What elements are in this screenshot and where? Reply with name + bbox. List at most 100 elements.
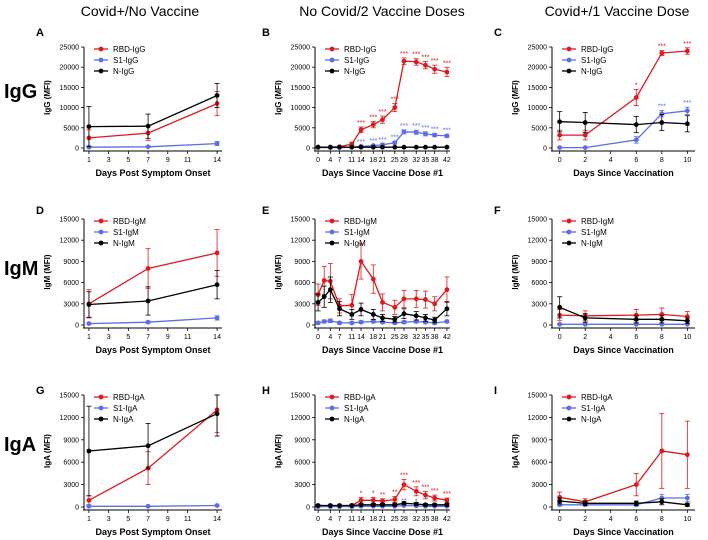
panel-letter: C bbox=[494, 27, 502, 39]
data-point bbox=[315, 144, 321, 150]
legend-entry: RBD-IgA bbox=[113, 393, 145, 402]
series-n-iga bbox=[315, 500, 450, 508]
significance-label: *** bbox=[683, 41, 691, 48]
data-point bbox=[633, 312, 639, 318]
x-tick-label: 28 bbox=[400, 516, 408, 523]
panel-letter: F bbox=[494, 205, 501, 217]
data-point bbox=[145, 443, 151, 449]
data-point bbox=[358, 319, 364, 325]
y-tick-label: 0 bbox=[306, 323, 310, 330]
y-tick-label: 0 bbox=[543, 323, 547, 330]
chart-panel-e: E 0 3000 6000 9000 12000 15000 0 4 7 11 14 18 21 25 28 3… bbox=[262, 205, 451, 355]
x-tick-label: 35 bbox=[422, 334, 430, 341]
data-point bbox=[370, 319, 376, 324]
y-tick-label: 6000 bbox=[63, 280, 79, 287]
data-point bbox=[370, 502, 376, 508]
legend-marker bbox=[329, 405, 335, 411]
y-tick-label: 0 bbox=[306, 505, 310, 512]
data-point bbox=[444, 502, 450, 508]
significance-label: *** bbox=[391, 97, 399, 104]
significance-label: *** bbox=[412, 52, 420, 59]
data-point bbox=[401, 482, 407, 487]
significance-label: * bbox=[360, 490, 363, 497]
data-point bbox=[423, 131, 428, 137]
series-line bbox=[559, 121, 688, 126]
legend-entry: S1-IgG bbox=[581, 56, 606, 65]
y-tick-label: 3000 bbox=[63, 301, 79, 308]
x-tick-label: 3 bbox=[107, 334, 111, 341]
x-axis-label: Days Since Vaccination bbox=[573, 345, 674, 355]
legend-entry: N-IgG bbox=[344, 67, 365, 76]
y-axis-label: IgG (MFI) bbox=[43, 80, 52, 115]
chart-panel-b: B 0 5000 10000 15000 20000 25000 0 4 7 11 14 18 21 25 2… bbox=[262, 27, 451, 178]
significance-label: *** bbox=[412, 480, 420, 487]
data-point bbox=[337, 306, 342, 312]
x-tick-label: 4 bbox=[328, 334, 332, 341]
x-tick-label: 21 bbox=[379, 157, 387, 164]
data-point bbox=[557, 132, 563, 138]
significance-label: * bbox=[635, 82, 638, 89]
significance-label: *** bbox=[357, 139, 365, 146]
y-tick-label: 15000 bbox=[528, 85, 548, 92]
y-tick-label: 0 bbox=[306, 146, 310, 153]
row-label-igg: IgG bbox=[4, 81, 37, 103]
significance-label: *** bbox=[421, 125, 429, 132]
legend-entry: RBD-IgA bbox=[581, 393, 613, 402]
data-point bbox=[423, 62, 428, 68]
y-tick-label: 10000 bbox=[528, 105, 548, 112]
data-point bbox=[349, 312, 355, 317]
data-point bbox=[327, 287, 333, 293]
chart-panel-f: F 0 3000 6000 9000 12000 15000 0 2 4 6 8 10 Days Sinc… bbox=[494, 205, 695, 355]
data-point bbox=[413, 129, 419, 135]
data-point bbox=[321, 319, 327, 324]
legend-entry: S1-IgG bbox=[113, 56, 138, 65]
data-point bbox=[633, 482, 639, 487]
y-tick-label: 15000 bbox=[528, 217, 548, 224]
data-point bbox=[358, 307, 364, 312]
data-point bbox=[444, 144, 450, 150]
data-point bbox=[214, 250, 220, 256]
significance-label: * bbox=[372, 490, 375, 497]
x-tick-label: 14 bbox=[213, 516, 221, 523]
x-tick-label: 3 bbox=[107, 516, 111, 523]
x-tick-label: 21 bbox=[379, 334, 387, 341]
x-tick-label: 2 bbox=[583, 334, 587, 341]
x-axis-label: Days Since Vaccine Dose #1 bbox=[322, 527, 443, 537]
y-tick-label: 20000 bbox=[528, 65, 548, 72]
x-tick-label: 5 bbox=[126, 334, 130, 341]
legend-entry: RBD-IgM bbox=[581, 217, 614, 226]
legend-marker bbox=[566, 240, 572, 246]
y-tick-label: 3000 bbox=[531, 482, 547, 489]
x-tick-label: 14 bbox=[357, 334, 365, 341]
data-point bbox=[86, 448, 92, 454]
y-tick-label: 3000 bbox=[63, 482, 79, 489]
data-point bbox=[145, 144, 151, 150]
data-point bbox=[557, 119, 563, 125]
data-point bbox=[321, 294, 327, 300]
series-n-igg bbox=[86, 82, 220, 148]
data-point bbox=[327, 318, 333, 324]
legend-entry: RBD-IgM bbox=[113, 217, 146, 226]
data-point bbox=[633, 95, 639, 100]
data-point bbox=[358, 144, 364, 150]
y-tick-label: 12000 bbox=[528, 415, 548, 422]
significance-label: *** bbox=[443, 491, 451, 498]
significance-label: ** bbox=[392, 490, 398, 497]
data-point bbox=[370, 312, 376, 317]
row-label-iga: IgA bbox=[4, 434, 36, 456]
x-axis-label: Days Since Vaccine Dose #1 bbox=[322, 168, 443, 178]
x-tick-label: 25 bbox=[391, 334, 399, 341]
x-tick-label: 1 bbox=[87, 516, 91, 523]
panel-letter: I bbox=[494, 385, 497, 397]
x-axis-label: Days Since Vaccination bbox=[573, 527, 674, 537]
data-point bbox=[444, 497, 450, 503]
data-point bbox=[380, 144, 385, 150]
panel-letter: H bbox=[262, 385, 270, 397]
data-point bbox=[684, 495, 690, 501]
y-tick-label: 9000 bbox=[63, 259, 79, 266]
data-point bbox=[86, 144, 92, 150]
series-line bbox=[88, 317, 218, 325]
